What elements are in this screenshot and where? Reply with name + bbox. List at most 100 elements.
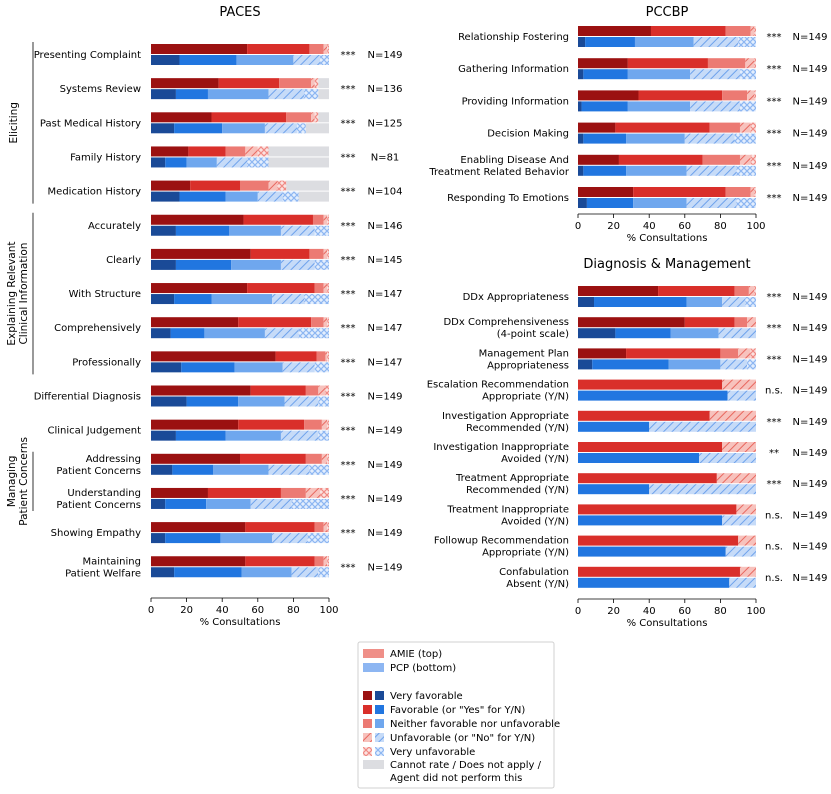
row-label-line: Maintaining bbox=[82, 556, 141, 567]
legend: AMIE (top) PCP (bottom) Very favorable Fa… bbox=[357, 641, 560, 789]
x-tick-label: 80 bbox=[714, 221, 727, 232]
n-label: N=149 bbox=[793, 354, 828, 365]
amie-bar-segment-favorable bbox=[247, 283, 315, 294]
amie-bar-segment-very_unfavorable bbox=[327, 283, 329, 294]
x-tick-label: 20 bbox=[607, 221, 620, 232]
n-label: N=149 bbox=[793, 323, 828, 334]
pcp-bar-segment-very_favorable bbox=[578, 297, 595, 307]
amie-bar-segment-unfavorable bbox=[709, 410, 756, 421]
n-label: N=149 bbox=[793, 542, 828, 553]
pcp-bar-segment-favorable bbox=[175, 225, 230, 236]
significance-label: *** bbox=[341, 426, 356, 437]
pcp-bar-segment-very_favorable bbox=[578, 165, 584, 176]
dm-title: Diagnosis & Management bbox=[583, 257, 750, 272]
amie-bar-segment-unfavorable bbox=[323, 283, 328, 294]
row-label: Professionally bbox=[72, 357, 141, 368]
amie-bar-segment-very_unfavorable bbox=[320, 487, 329, 498]
amie-bar-segment-very_favorable bbox=[151, 112, 212, 123]
significance-label: *** bbox=[341, 460, 356, 471]
pcp-bar-segment-neither bbox=[668, 359, 721, 370]
pcp-bar-segment-very_favorable bbox=[151, 464, 173, 475]
pcp-bar-segment-very_favorable bbox=[151, 157, 166, 168]
row-label-line: Patient Welfare bbox=[65, 568, 141, 579]
row-label-line: Clinical Judgement bbox=[47, 426, 141, 437]
amie-bar-segment-unfavorable bbox=[738, 535, 756, 546]
row-label: Confabulation Absent (Y/N) bbox=[499, 567, 569, 590]
row-label-line: Escalation Recommendation bbox=[427, 380, 569, 391]
pcp-bar-segment-neither bbox=[634, 37, 694, 47]
pcp-bar-segment-favorable bbox=[578, 484, 650, 495]
row-label-line: Addressing bbox=[86, 454, 141, 465]
pcp-bar-segment-neither bbox=[225, 191, 258, 202]
significance-label: *** bbox=[341, 528, 356, 539]
amie-bar-segment-favorable bbox=[245, 556, 315, 567]
pcp-bar-segment-neither bbox=[207, 89, 269, 100]
x-tick-label: 40 bbox=[643, 221, 656, 232]
row-label-line: Absent (Y/N) bbox=[506, 579, 569, 590]
pcp-bar-segment-very_favorable bbox=[151, 294, 175, 305]
x-tick-label: 80 bbox=[714, 606, 727, 617]
pcp-bar-segment-favorable bbox=[578, 453, 700, 463]
amie-bar-segment-very_unfavorable bbox=[754, 286, 756, 296]
amie-bar-segment-unfavorable bbox=[739, 122, 751, 133]
amie-bar-segment-very_unfavorable bbox=[754, 187, 756, 197]
row-label: Accurately bbox=[88, 221, 141, 232]
amie-bar-segment-favorable bbox=[578, 410, 710, 421]
amie-bar-segment-very_unfavorable bbox=[327, 453, 329, 464]
row-label-line: Decision Making bbox=[487, 129, 569, 140]
row-label-line: Patient Concerns bbox=[56, 500, 141, 511]
amie-bar-segment-unfavorable bbox=[245, 146, 258, 157]
amie-bar-segment-very_favorable bbox=[578, 154, 619, 165]
row-label-line: Treatment Inappropriate bbox=[446, 504, 569, 515]
pcp-bar-segment-favorable bbox=[174, 294, 212, 305]
x-tick-label: 60 bbox=[678, 606, 691, 617]
row-label-line: Showing Empathy bbox=[51, 528, 141, 539]
significance-label: *** bbox=[767, 161, 782, 172]
diagnosis-management-chart: DDx Appropriateness *** N=149 DDx Comprehen… bbox=[427, 286, 828, 629]
amie-bar-segment-favorable bbox=[578, 442, 723, 452]
amie-bar-segment-favorable bbox=[684, 317, 735, 328]
pcp-bar-segment-unfavorable bbox=[686, 165, 737, 176]
amie-bar-segment-very_unfavorable bbox=[277, 180, 287, 191]
row-label-line: Patient Concerns bbox=[56, 466, 141, 477]
pcp-bar-segment-unfavorable bbox=[268, 89, 305, 100]
pcp-bar-segment-unfavorable bbox=[649, 484, 756, 495]
x-axis-label: % Consultations bbox=[200, 617, 281, 628]
row-label: Investigation Inappropriate Avoided (Y/N) bbox=[433, 442, 569, 465]
pcp-bar-segment-favorable bbox=[578, 515, 723, 526]
pcp-bar-segment-very_favorable bbox=[151, 123, 175, 134]
amie-bar-segment-favorable bbox=[238, 419, 305, 430]
significance-label: *** bbox=[341, 323, 356, 334]
row-label: Responding To Emotions bbox=[447, 193, 569, 204]
amie-bar-segment-favorable bbox=[211, 112, 287, 123]
pcp-bar-segment-very_unfavorable bbox=[745, 297, 756, 307]
x-axis-label: % Consultations bbox=[627, 233, 708, 244]
amie-bar-segment-unfavorable bbox=[321, 419, 328, 430]
legend-red-swatch bbox=[363, 747, 372, 756]
n-label: N=147 bbox=[368, 357, 403, 368]
x-tick-label: 0 bbox=[148, 605, 154, 616]
row-label: Showing Empathy bbox=[51, 528, 141, 539]
row-label-line: Avoided (Y/N) bbox=[501, 516, 569, 527]
pcp-bar-segment-unfavorable bbox=[282, 362, 315, 373]
significance-label: n.s. bbox=[765, 542, 783, 553]
amie-bar-segment-neither bbox=[286, 112, 312, 123]
amie-bar-segment-unfavorable bbox=[722, 442, 756, 452]
pcp-bar-segment-unfavorable bbox=[291, 567, 319, 578]
significance-label: *** bbox=[767, 323, 782, 334]
amie-bar-segment-very_favorable bbox=[578, 187, 634, 197]
amie-bar-segment-very_favorable bbox=[151, 385, 251, 396]
pcp-bar-segment-very_favorable bbox=[578, 37, 586, 47]
n-label: N=149 bbox=[793, 573, 828, 584]
pcp-bar-segment-unfavorable bbox=[649, 421, 756, 432]
amie-bar-segment-neither bbox=[309, 44, 324, 54]
group-label-line: Eliciting bbox=[8, 102, 20, 144]
n-label: N=149 bbox=[793, 64, 828, 75]
row-label-line: Enabling Disease And bbox=[460, 155, 569, 166]
amie-bar-segment-favorable bbox=[275, 351, 317, 362]
n-label: N=145 bbox=[368, 255, 403, 266]
pcp-bar-segment-unfavorable bbox=[722, 297, 746, 307]
pcp-bar-segment-favorable bbox=[592, 359, 669, 370]
amie-bar-segment-very_unfavorable bbox=[327, 556, 329, 567]
significance-label: *** bbox=[767, 32, 782, 43]
